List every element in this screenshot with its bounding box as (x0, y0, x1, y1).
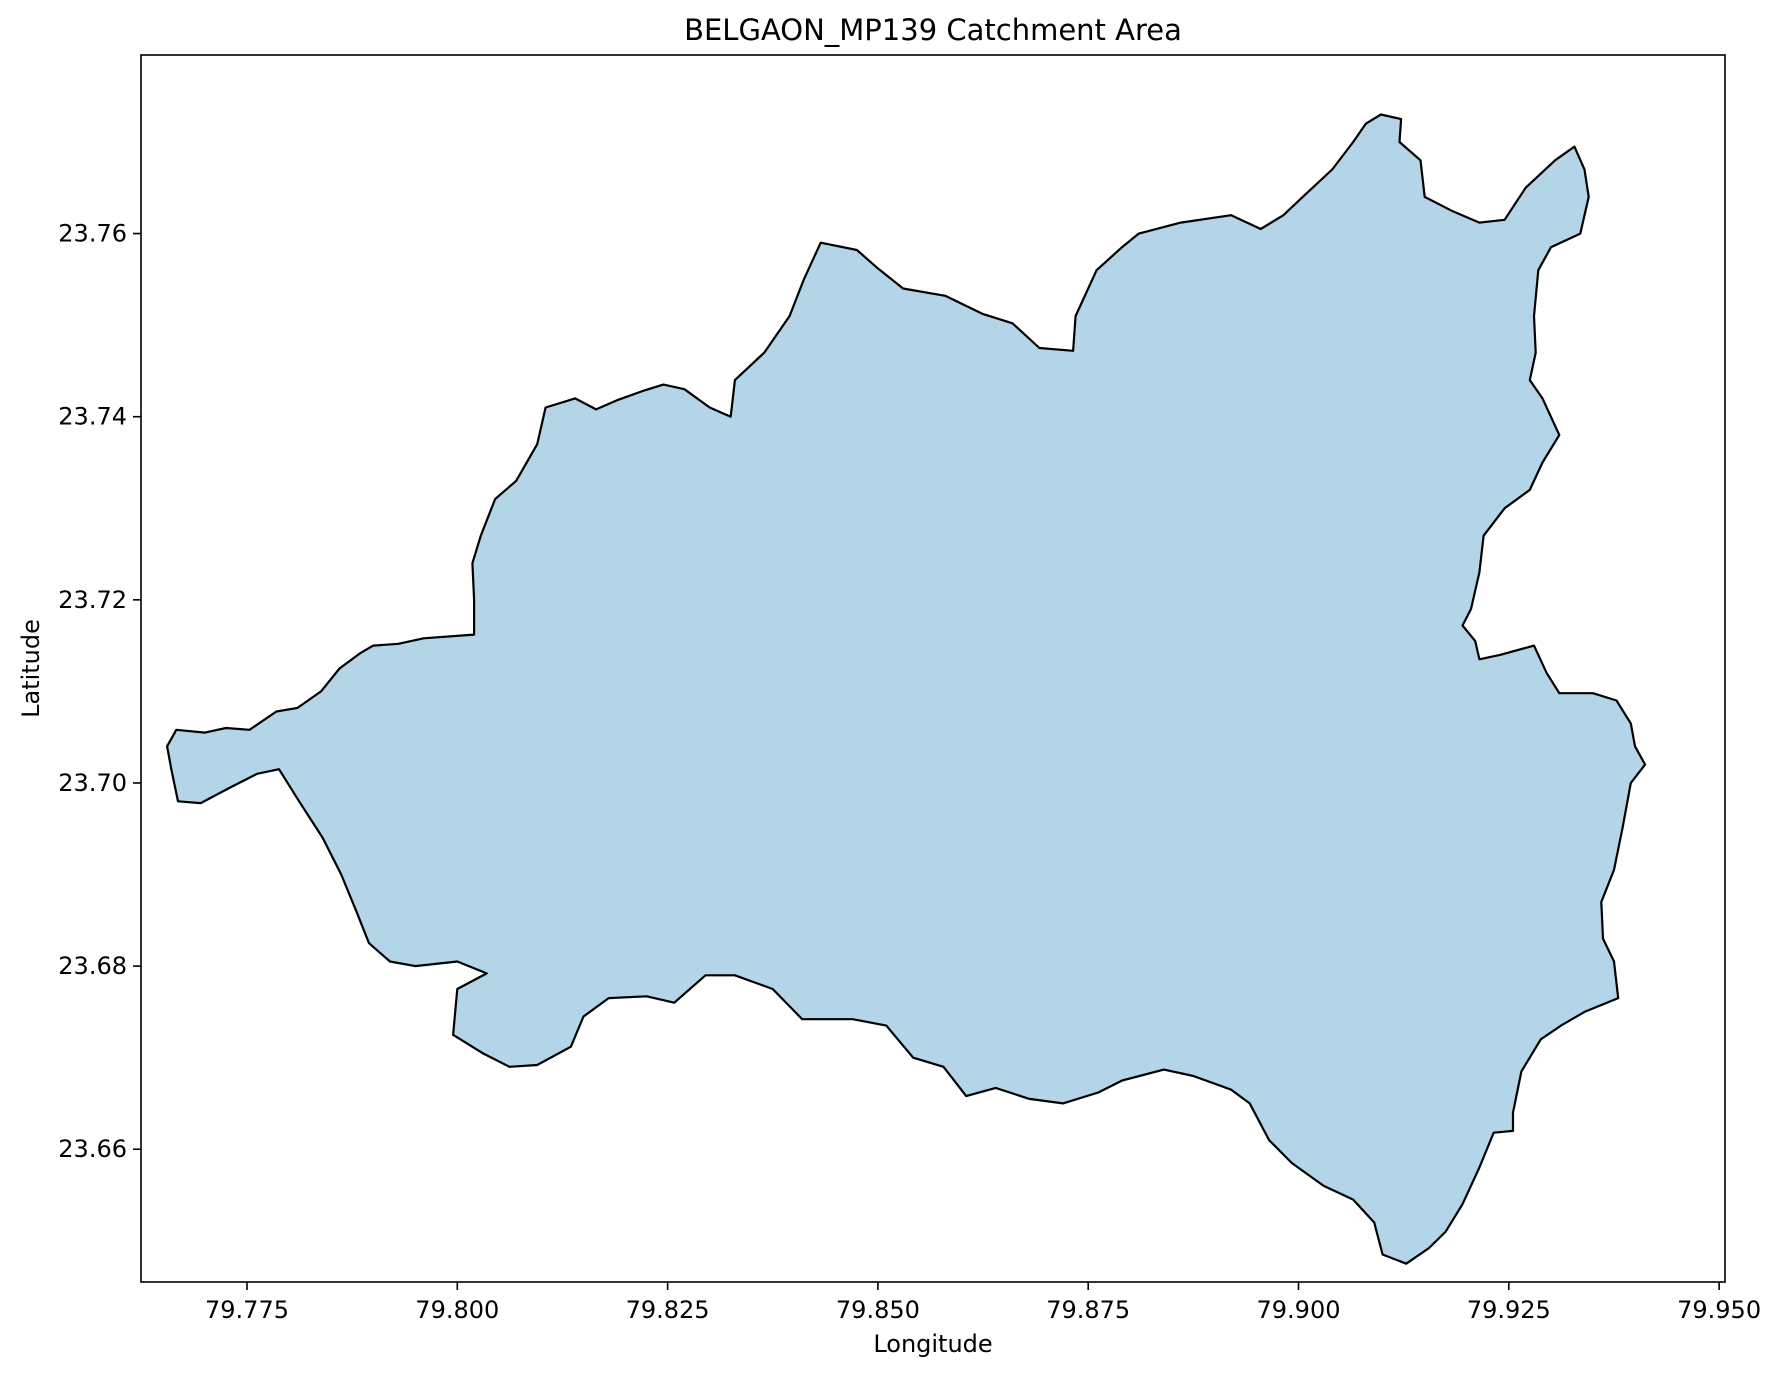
y-tick-label: 23.68 (58, 952, 127, 980)
x-axis: 79.775 79.800 79.825 79.850 79.875 79.900 79.9… (205, 1282, 1761, 1324)
x-tick-label: 79.825 (626, 1296, 710, 1324)
x-tick-label: 79.850 (836, 1296, 920, 1324)
y-tick-label: 23.66 (58, 1135, 127, 1163)
y-axis: 23.66 23.68 23.70 23.72 23.74 23.76 (58, 220, 141, 1163)
plot-frame (140, 54, 1726, 1283)
x-tick-label: 79.775 (205, 1296, 289, 1324)
x-tick-label: 79.800 (415, 1296, 499, 1324)
x-tick-label: 79.900 (1257, 1296, 1341, 1324)
y-tick-label: 23.70 (58, 769, 127, 797)
x-axis-label: Longitude (873, 1330, 992, 1358)
y-tick-label: 23.72 (58, 586, 127, 614)
plot-layer (166, 113, 1647, 1265)
y-tick-label: 23.76 (58, 220, 127, 248)
y-tick-label: 23.74 (58, 403, 127, 431)
chart-title: BELGAON_MP139 Catchment Area (684, 13, 1182, 47)
catchment-polygon (166, 113, 1647, 1265)
x-tick-label: 79.875 (1046, 1296, 1130, 1324)
x-tick-label: 79.925 (1467, 1296, 1551, 1324)
y-axis-label: Latitude (17, 619, 45, 718)
x-tick-label: 79.950 (1677, 1296, 1761, 1324)
